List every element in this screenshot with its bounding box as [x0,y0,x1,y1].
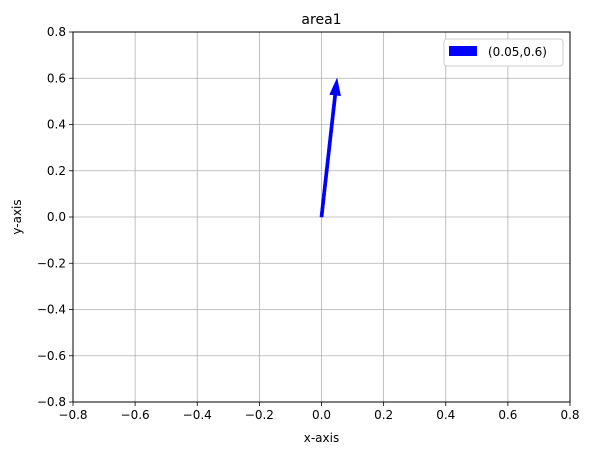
y-tick-label: 0.2 [47,164,66,178]
legend-box [443,38,564,67]
y-axis-label: y-axis [10,199,24,234]
y-tick-label: 0.4 [47,118,66,132]
grid [72,31,571,403]
y-tick-label: −0.6 [37,349,66,363]
legend-label: (0.05,0.6) [488,45,547,59]
y-axis-ticks: −0.8 −0.6 −0.4 −0.2 0.0 0.2 0.4 0.6 0.8 [37,25,73,409]
x-tick-label: 0.2 [374,408,393,422]
y-tick-label: 0.0 [47,210,66,224]
x-axis-ticks: −0.8 −0.6 −0.4 −0.2 0.0 0.2 0.4 0.6 0.8 [58,402,580,422]
y-tick-label: 0.6 [47,71,66,85]
x-tick-label: 0.0 [312,408,331,422]
y-tick-label: −0.4 [37,303,66,317]
chart-title: area1 [301,12,341,28]
x-tick-label: 0.4 [436,408,455,422]
x-tick-label: −0.6 [121,408,150,422]
vector-arrow [319,77,341,218]
y-tick-label: 0.8 [47,25,66,39]
vectors [319,77,341,218]
legend-swatch [449,46,477,56]
y-tick-label: −0.2 [37,256,66,270]
x-tick-label: 0.6 [498,408,517,422]
x-tick-label: 0.8 [560,408,579,422]
legend: (0.05,0.6) [443,38,564,67]
x-axis-label: x-axis [304,431,339,445]
x-tick-label: −0.4 [183,408,212,422]
x-tick-label: −0.2 [245,408,274,422]
y-tick-label: −0.8 [37,395,66,409]
x-tick-label: −0.8 [58,408,87,422]
